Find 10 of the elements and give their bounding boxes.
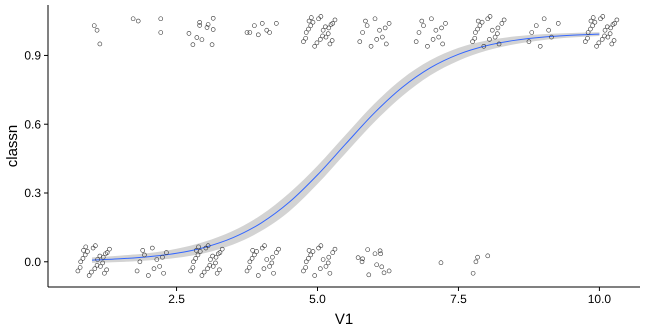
y-tick-label: 0.3 — [24, 186, 42, 200]
x-tick-label: 5.0 — [309, 292, 326, 306]
x-tick-label: 10.0 — [588, 292, 612, 306]
y-tick-label: 0.6 — [24, 117, 42, 132]
x-tick-label: 7.5 — [450, 292, 468, 306]
y-tick-label: 0.9 — [24, 48, 42, 63]
x-tick-label: 2.5 — [168, 292, 186, 306]
x-axis-title: V1 — [334, 311, 354, 328]
y-tick-label: 0.0 — [24, 254, 42, 269]
y-axis-title: classn — [4, 124, 21, 168]
